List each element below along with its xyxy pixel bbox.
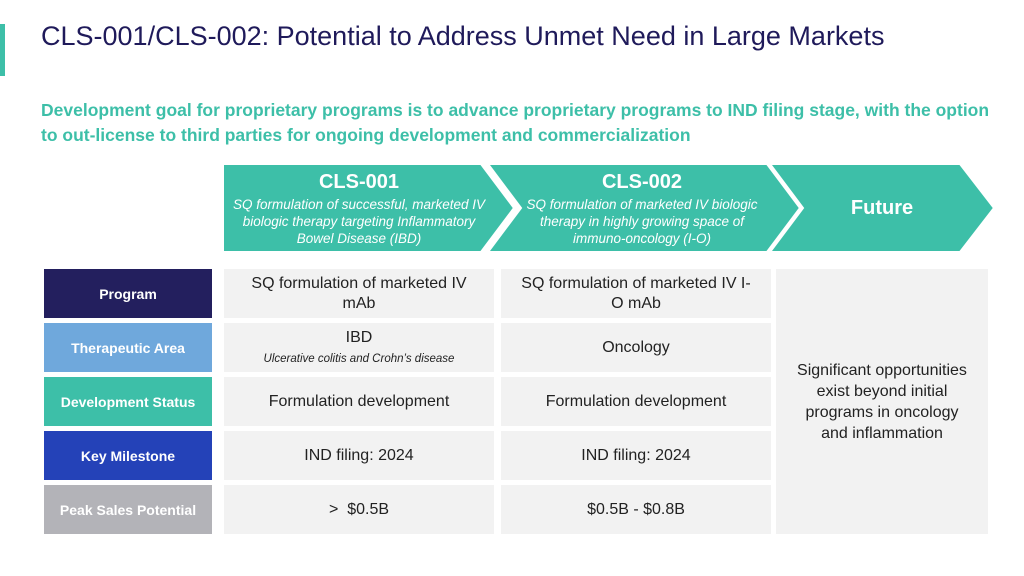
cls-001-program-cell: SQ formulation of marketed IV mAb xyxy=(224,269,494,318)
cell-note: Ulcerative colitis and Crohn’s disease xyxy=(263,353,455,365)
chevron-cls-002 xyxy=(486,163,802,253)
pipeline-stage-future: Future xyxy=(807,163,957,253)
pipeline-arrows: CLS-001 SQ formulation of successful, ma… xyxy=(222,163,997,255)
cell-text: SQ formulation of marketed IV I-O mAb xyxy=(521,274,751,312)
cls-001-peak-sales-cell: > $0.5B xyxy=(224,485,494,534)
cls-002-development-status-cell: Formulation development xyxy=(501,377,771,426)
pipeline-stage-cls-001: CLS-001 SQ formulation of successful, ma… xyxy=(224,163,494,253)
cell-text: IND filing: 2024 xyxy=(304,446,414,464)
cls-001-therapeutic-area-cell: IBD Ulcerative colitis and Crohn’s disea… xyxy=(224,323,494,372)
pipeline-stage-cls-002: CLS-002 SQ formulation of marketed IV bi… xyxy=(522,163,762,253)
row-label-program: Program xyxy=(44,269,212,318)
cell-text: Oncology xyxy=(602,338,670,356)
pipeline-chevrons-graphic xyxy=(222,163,996,253)
page-title: CLS-001/CLS-002: Potential to Address Un… xyxy=(41,21,885,51)
stage-name: Future xyxy=(850,197,914,219)
cell-text: SQ formulation of marketed IV mAb xyxy=(251,274,467,312)
cls-002-program-cell: SQ formulation of marketed IV I-O mAb xyxy=(501,269,771,318)
row-label-peak-sales: Peak Sales Potential xyxy=(44,485,212,534)
row-label-key-milestone: Key Milestone xyxy=(44,431,212,480)
row-label-therapeutic-area: Therapeutic Area xyxy=(44,323,212,372)
future-text: Significant opportunities exist beyond i… xyxy=(797,361,967,442)
title-accent-bar xyxy=(0,24,5,76)
page-subtitle: Development goal for proprietary program… xyxy=(41,100,990,145)
cls-001-key-milestone-cell: IND filing: 2024 xyxy=(224,431,494,480)
cell-text: Formulation development xyxy=(268,392,450,410)
cell-text: IND filing: 2024 xyxy=(581,446,691,464)
cell-text: $0.5B - $0.8B xyxy=(587,500,685,518)
cls-002-therapeutic-area-cell: Oncology xyxy=(501,323,771,372)
cell-text: > $0.5B xyxy=(328,500,390,518)
cls-002-key-milestone-cell: IND filing: 2024 xyxy=(501,431,771,480)
cls-001-development-status-cell: Formulation development xyxy=(224,377,494,426)
cls-002-peak-sales-cell: $0.5B - $0.8B xyxy=(501,485,771,534)
stage-name: CLS-001 xyxy=(318,170,400,193)
stage-name: CLS-002 xyxy=(601,170,683,193)
cell-text: Formulation development xyxy=(545,392,727,410)
cell-text: IBD xyxy=(345,329,373,346)
chevron-future xyxy=(768,163,996,253)
chevron-cls-001 xyxy=(222,163,516,253)
row-label-development-status: Development Status xyxy=(44,377,212,426)
stage-description: SQ formulation of successful, marketed I… xyxy=(232,196,486,246)
stage-description: SQ formulation of marketed IV biologic t… xyxy=(526,196,758,246)
future-opportunities-cell: Significant opportunities exist beyond i… xyxy=(776,269,988,534)
